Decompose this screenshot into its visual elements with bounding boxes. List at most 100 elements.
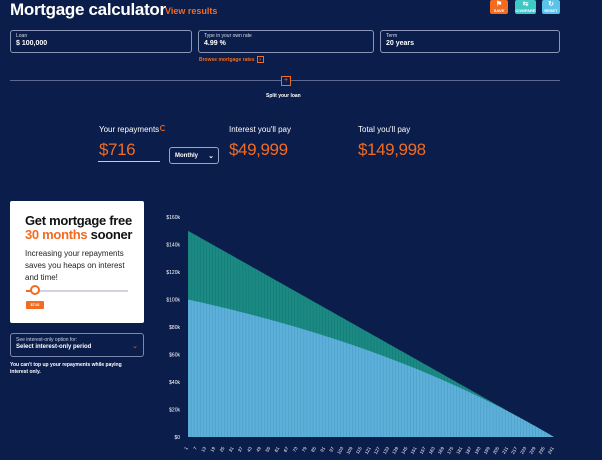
x-tick-label: 175	[446, 446, 454, 455]
x-tick-label: 199	[483, 446, 491, 455]
help-icon: ?	[256, 56, 264, 63]
total-value: $149,998	[358, 140, 426, 159]
x-tick-label: 121	[364, 446, 372, 455]
x-tick-label: 97	[328, 446, 335, 453]
plus-icon: +	[283, 77, 289, 84]
x-tick-label: 235	[538, 446, 546, 455]
x-tick-label: 187	[464, 446, 472, 455]
x-tick-label: 115	[355, 446, 363, 455]
x-tick-label: 43	[246, 446, 253, 453]
compare-button[interactable]: ⇆ COMPARE	[515, 0, 536, 14]
y-tick-label: $60k	[169, 353, 180, 359]
interest-only-select[interactable]: See interest-only option for: Select int…	[10, 333, 144, 357]
promo-heading-line1: Get mortgage free	[25, 213, 132, 228]
promo-body: Increasing your repayments saves you hea…	[25, 249, 125, 282]
term-field[interactable]: Term 20 years	[380, 30, 560, 53]
repayments-underline	[98, 161, 160, 162]
view-results-link[interactable]: View results	[165, 6, 218, 16]
y-tick-label: $140k	[166, 243, 180, 249]
x-tick-label: 91	[319, 446, 326, 453]
x-tick-label: 163	[428, 446, 436, 455]
x-tick-label: 1	[183, 446, 189, 451]
interest-only-value: Select interest-only period	[16, 344, 92, 350]
x-tick-label: 151	[410, 446, 418, 455]
x-tick-label: 55	[264, 446, 271, 453]
promo-highlight: 30 months	[25, 227, 88, 242]
interest-only-note: You can't top up your repayments while p…	[10, 362, 122, 375]
term-label: Term	[386, 33, 398, 39]
chevron-down-icon: ⌄	[208, 153, 214, 160]
interest-only-label: See interest-only option for:	[16, 337, 78, 343]
x-tick-label: 61	[274, 446, 281, 453]
reset-icon: ↻	[548, 1, 554, 8]
refresh-icon[interactable]	[160, 125, 166, 131]
x-tick-label: 73	[292, 446, 299, 453]
y-tick-label: $40k	[169, 380, 180, 386]
loan-value[interactable]: $ 100,000	[16, 40, 48, 47]
x-tick-label: 217	[510, 446, 518, 455]
x-tick-label: 103	[336, 446, 344, 455]
x-tick-label: 211	[501, 446, 509, 455]
browse-rates-label: Browse mortgage rates	[199, 56, 255, 63]
x-tick-label: 7	[192, 446, 198, 451]
slider-thumb[interactable]	[30, 285, 40, 295]
slider-track[interactable]	[30, 290, 128, 292]
x-tick-label: 223	[519, 446, 527, 455]
y-tick-label: $120k	[166, 270, 180, 276]
x-tick-label: 133	[382, 446, 390, 455]
loan-field[interactable]: Loan $ 100,000	[10, 30, 192, 53]
x-tick-label: 25	[219, 446, 226, 453]
rate-field[interactable]: Type in your own rate 4.99 %	[198, 30, 374, 53]
interest-label: Interest you'll pay	[229, 125, 292, 134]
promo-heading-line2: 30 months sooner	[25, 227, 132, 242]
x-tick-label: 31	[228, 446, 235, 453]
frequency-select[interactable]: Monthly ⌄	[169, 147, 219, 164]
y-tick-label: $20k	[169, 408, 180, 414]
y-tick-label: $80k	[169, 325, 180, 331]
x-tick-label: 127	[373, 446, 381, 455]
x-tick-label: 241	[547, 446, 555, 455]
split-loan-label[interactable]: Split your loan	[266, 93, 301, 99]
x-tick-label: 193	[474, 446, 482, 455]
x-tick-label: 67	[283, 446, 290, 453]
repayments-label: Your repayments	[99, 125, 160, 134]
compare-icon: ⇆	[522, 1, 529, 8]
x-tick-label: 181	[455, 446, 463, 455]
x-tick-label: 169	[437, 446, 445, 455]
y-tick-label: $0	[174, 435, 180, 441]
x-tick-label: 19	[209, 446, 216, 453]
save-button[interactable]: ⚑ SAVE	[490, 0, 508, 14]
promo-card: Get mortgage free 30 months sooner Incre…	[10, 201, 144, 323]
promo-heading-rest: sooner	[87, 227, 133, 242]
loan-label: Loan	[16, 33, 28, 39]
x-tick-label: 37	[237, 446, 244, 453]
browse-rates-link[interactable]: Browse mortgage rates?	[199, 56, 264, 63]
x-tick-label: 79	[301, 446, 308, 453]
x-tick-label: 109	[345, 446, 353, 455]
save-icon: ⚑	[495, 1, 503, 8]
x-tick-label: 157	[419, 446, 427, 455]
page-title: Mortgage calculator	[10, 0, 166, 19]
chevron-down-icon: ⌄	[132, 343, 138, 350]
y-tick-label: $100k	[166, 298, 180, 304]
principal-balance-area	[188, 299, 554, 437]
repayments-value[interactable]: $716	[99, 140, 136, 159]
x-tick-label: 139	[391, 446, 399, 455]
frequency-value: Monthly	[175, 153, 198, 159]
y-tick-label: $160k	[166, 215, 180, 221]
x-tick-label: 13	[200, 446, 207, 453]
x-tick-label: 145	[400, 446, 408, 455]
x-tick-label: 205	[492, 446, 500, 455]
total-label: Total you'll pay	[358, 125, 411, 134]
add-split-button[interactable]: +	[281, 76, 291, 86]
reset-button-label: RESET	[544, 8, 558, 13]
save-button-label: SAVE	[493, 8, 505, 13]
term-value[interactable]: 20 years	[386, 40, 415, 47]
compare-button-label: COMPARE	[515, 8, 536, 13]
reset-button[interactable]: ↻ RESET	[542, 0, 560, 14]
rate-label: Type in your own rate	[204, 33, 252, 39]
rate-value[interactable]: 4.99 %	[204, 40, 226, 47]
x-tick-label: 85	[310, 446, 317, 453]
x-tick-label: 229	[528, 446, 536, 455]
